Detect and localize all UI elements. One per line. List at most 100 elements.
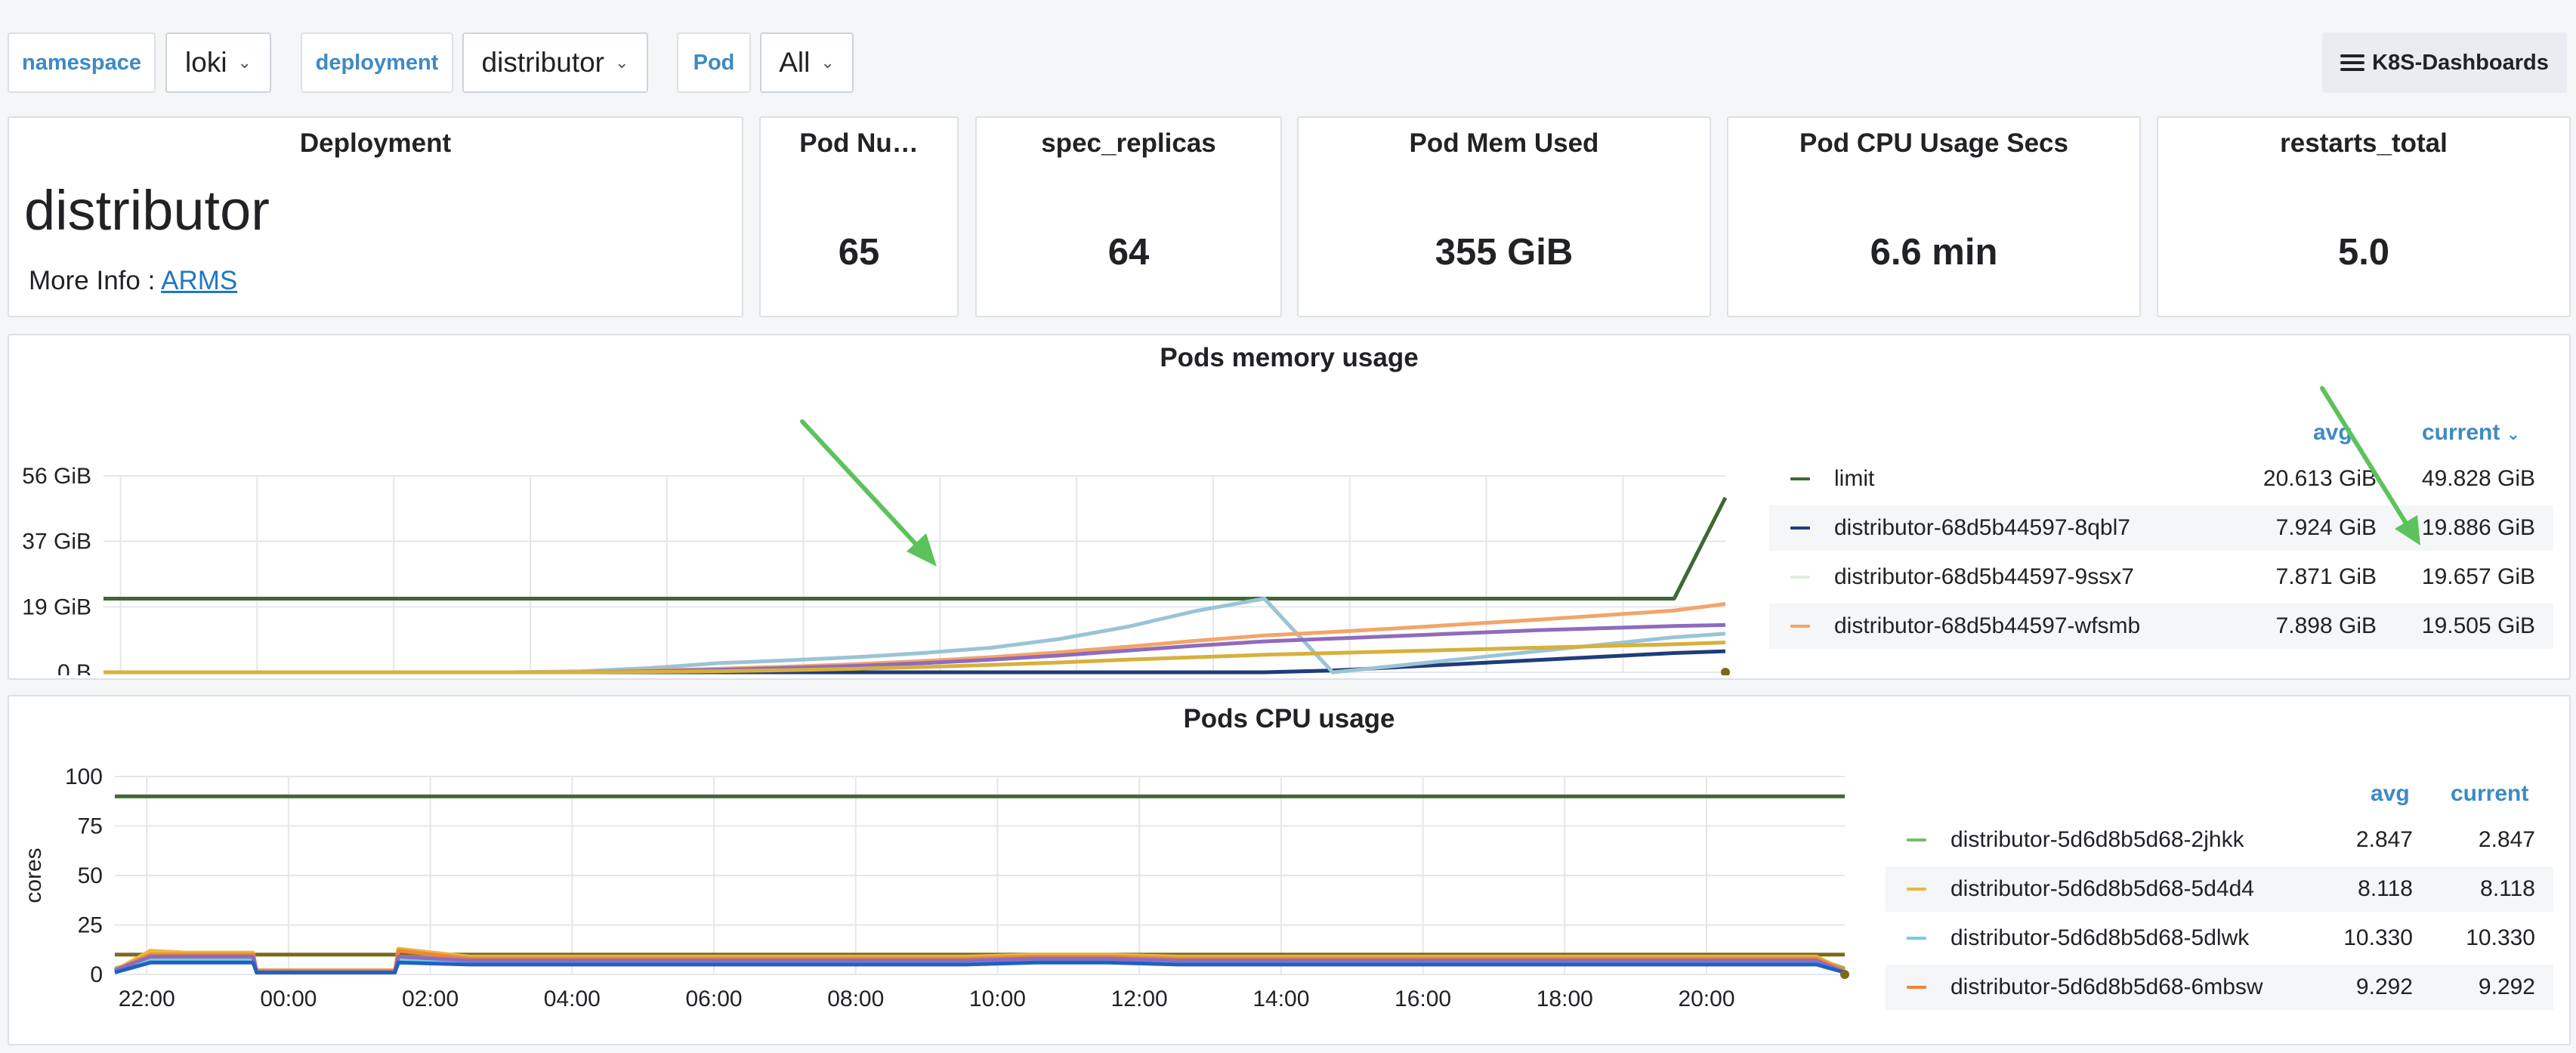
- legend-series-name: limit: [1834, 466, 1875, 491]
- panel-title: Pods CPU usage: [1183, 704, 1395, 733]
- legend-item[interactable]: distributor-5d6d8b5d68-5d4d4 8.118 8.118: [1886, 866, 2553, 912]
- stat-value: 64: [1107, 232, 1150, 273]
- x-tick-label: 22:00: [119, 987, 175, 1011]
- legend-avg-value: 8.118: [2358, 876, 2413, 901]
- stat-value: 65: [838, 232, 880, 273]
- legend-avg-value: 9.292: [2355, 974, 2413, 999]
- x-tick-label: 00:00: [260, 987, 317, 1011]
- x-tick-label: 06:00: [686, 987, 743, 1011]
- legend-avg-value: 7.924 GiB: [2275, 515, 2377, 540]
- y-tick-label: 19 GiB: [22, 594, 91, 619]
- y-tick-label: 0: [90, 962, 103, 987]
- legend-header-current-label: current: [2422, 420, 2500, 445]
- series-line[interactable]: [103, 641, 1726, 675]
- namespace-select[interactable]: loki ⌄: [165, 32, 271, 93]
- panel-title: Deployment: [299, 128, 452, 158]
- panel-title: spec_replicas: [1041, 128, 1216, 158]
- legend-item[interactable]: distributor-68d5b44597-wfsmb 7.898 GiB 19.…: [1769, 604, 2553, 649]
- legend-swatch: [1907, 888, 1926, 891]
- legend-current-value: 2.847: [2478, 827, 2535, 852]
- chevron-down-icon: ⌄: [615, 53, 629, 72]
- legend-header-avg[interactable]: avg: [2313, 420, 2352, 445]
- legend-item[interactable]: distributor-5d6d8b5d68-5dlwk 10.330 10.330: [1886, 916, 2553, 961]
- namespace-variable-label: namespace: [8, 32, 156, 93]
- x-tick-label: 10:00: [969, 987, 1026, 1011]
- memory-usage-panel: Pods memory usage 22:0000:0002:0004:0006…: [8, 334, 2571, 680]
- legend-current-value: 10.330: [2466, 925, 2535, 950]
- chevron-down-icon: ⌄: [237, 53, 252, 72]
- legend-series-name: distributor-68d5b44597-9ssx7: [1834, 564, 2134, 589]
- legend-header-avg[interactable]: avg: [2371, 781, 2410, 806]
- panel-title: Pods memory usage: [1160, 343, 1419, 372]
- k8s-dashboards-link[interactable]: K8S-Dashboards: [2322, 32, 2567, 93]
- legend-current-value: 9.292: [2478, 974, 2535, 999]
- cpu-usage-panel: Pods CPU usage 22:00 00:00 02:00 04:00 06:00…: [8, 695, 2571, 1045]
- deployment-select-value: distributor: [481, 47, 604, 78]
- legend-current-value: 49.828 GiB: [2421, 466, 2535, 491]
- series-line[interactable]: [103, 496, 1728, 601]
- namespace-select-value: loki: [185, 47, 227, 78]
- x-tick-label: 14:00: [1252, 987, 1309, 1011]
- series-line[interactable]: [114, 960, 1846, 974]
- x-tick-label: 16:00: [1395, 987, 1451, 1011]
- legend-swatch: [1907, 838, 1926, 841]
- y-tick-label: 0 B: [57, 660, 91, 675]
- x-tick-label: 12:00: [1111, 987, 1168, 1011]
- legend-current-value: 19.657 GiB: [2421, 564, 2535, 589]
- legend-swatch: [1907, 937, 1926, 940]
- legend-series-name: distributor-5d6d8b5d68-6mbsw: [1951, 974, 2263, 999]
- legend-current-value: 8.118: [2480, 876, 2535, 901]
- y-tick-label: 100: [65, 764, 103, 789]
- legend-series-name: distributor-68d5b44597-8qbl7: [1834, 515, 2130, 540]
- legend-avg-value: 20.613 GiB: [2262, 466, 2377, 491]
- legend-item[interactable]: distributor-68d5b44597-8qbl7 7.924 GiB 19.…: [1769, 505, 2553, 551]
- legend-swatch: [1790, 576, 1810, 579]
- legend-item[interactable]: distributor-5d6d8b5d68-2jhkk 2.847 2.847: [1886, 817, 2553, 863]
- restarts-total-panel: restarts_total 5.0: [2157, 116, 2571, 317]
- stat-value: 5.0: [2337, 232, 2390, 273]
- stat-value: 355 GiB: [1435, 232, 1574, 273]
- data-point: [1840, 970, 1849, 979]
- pod-mem-used-panel: Pod Mem Used 355 GiB: [1297, 116, 1711, 317]
- pod-cpu-usage-panel: Pod CPU Usage Secs 6.6 min: [1727, 116, 2141, 317]
- stat-value: 6.6 min: [1870, 232, 1998, 273]
- legend-swatch: [1907, 986, 1926, 989]
- legend-current-value: 19.886 GiB: [2421, 515, 2535, 540]
- legend-series-name: distributor-68d5b44597-wfsmb: [1834, 613, 2141, 638]
- panel-title: restarts_total: [2280, 128, 2448, 158]
- legend-header-current[interactable]: current: [2451, 781, 2529, 806]
- chevron-down-icon: ⌄: [820, 53, 835, 72]
- x-tick-label: 08:00: [827, 987, 884, 1011]
- legend-header-current[interactable]: current ⌄: [2422, 420, 2520, 446]
- legend-swatch: [1790, 477, 1810, 480]
- deployment-select[interactable]: distributor ⌄: [462, 32, 648, 93]
- x-tick-label: 18:00: [1537, 987, 1593, 1011]
- y-tick-label: 25: [78, 913, 103, 938]
- k8s-dashboards-label: K8S-Dashboards: [2372, 50, 2549, 75]
- legend-avg-value: 7.871 GiB: [2275, 564, 2377, 589]
- legend-item[interactable]: distributor-5d6d8b5d68-6mbsw 9.292 9.292: [1886, 965, 2553, 1010]
- spec-replicas-panel: spec_replicas 64: [975, 116, 1282, 317]
- legend-swatch: [1790, 526, 1810, 530]
- arms-link[interactable]: ARMS: [161, 266, 238, 295]
- legend-series-name: distributor-5d6d8b5d68-2jhkk: [1951, 827, 2244, 852]
- cpu-usage-chart[interactable]: 22:00 00:00 02:00 04:00 06:00 08:00 10:00 12:00…: [9, 749, 1867, 1044]
- pod-select-value: All: [779, 47, 811, 78]
- x-tick-label: 20:00: [1678, 987, 1734, 1011]
- y-tick-label: 50: [78, 863, 103, 888]
- pod-select[interactable]: All ⌄: [760, 32, 854, 93]
- panel-title: Pod CPU Usage Secs: [1799, 128, 2068, 158]
- x-tick-label: 02:00: [402, 987, 459, 1011]
- chevron-down-icon: ⌄: [2506, 425, 2521, 443]
- y-axis-label: cores: [21, 848, 46, 903]
- deployment-variable-label: deployment: [301, 32, 453, 93]
- y-tick-label: 56 GiB: [22, 464, 91, 489]
- legend-item[interactable]: limit 20.613 GiB 49.828 GiB: [1769, 456, 2553, 502]
- memory-usage-chart[interactable]: 22:0000:0002:0004:0006:0008:0010:0012:00…: [9, 388, 1762, 675]
- legend-item[interactable]: distributor-68d5b44597-9ssx7 7.871 GiB 19.…: [1769, 554, 2553, 600]
- legend-current-value: 19.505 GiB: [2421, 613, 2535, 638]
- data-point: [1721, 668, 1730, 675]
- legend-avg-value: 7.898 GiB: [2275, 613, 2377, 638]
- deployment-name: distributor: [24, 179, 270, 242]
- more-info: More Info : ARMS: [29, 266, 237, 296]
